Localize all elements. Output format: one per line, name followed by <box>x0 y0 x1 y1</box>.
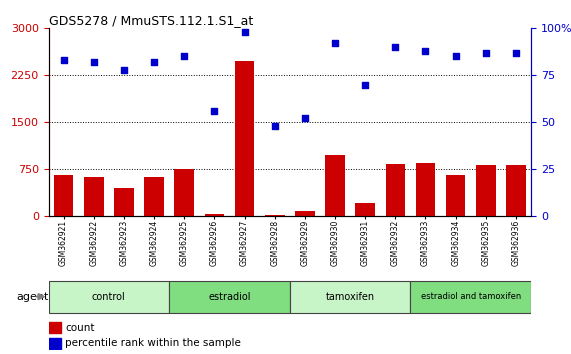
Point <box>512 50 521 56</box>
Point <box>391 44 400 50</box>
Point <box>361 82 370 87</box>
Bar <box>325 155 345 216</box>
Point <box>89 59 98 65</box>
Point <box>59 57 68 63</box>
Point <box>451 53 460 59</box>
Text: control: control <box>92 292 126 302</box>
Text: estradiol: estradiol <box>208 292 251 302</box>
Text: tamoxifen: tamoxifen <box>325 292 375 302</box>
FancyBboxPatch shape <box>49 281 169 313</box>
Point <box>150 59 159 65</box>
Bar <box>54 175 74 216</box>
Point <box>481 50 490 56</box>
Bar <box>385 164 405 216</box>
Bar <box>174 169 194 216</box>
Bar <box>49 322 61 333</box>
Bar <box>476 165 496 216</box>
Bar <box>84 177 103 216</box>
Text: percentile rank within the sample: percentile rank within the sample <box>66 338 242 348</box>
Text: count: count <box>66 322 95 332</box>
Point <box>421 48 430 54</box>
Point <box>119 67 128 73</box>
Point <box>210 108 219 114</box>
FancyBboxPatch shape <box>289 281 411 313</box>
Bar <box>114 188 134 216</box>
Point <box>300 115 309 121</box>
Bar <box>204 214 224 216</box>
Text: agent: agent <box>16 292 49 302</box>
Bar <box>295 211 315 216</box>
Bar <box>265 215 284 216</box>
Bar <box>144 177 164 216</box>
Bar <box>416 164 435 216</box>
Bar <box>506 165 526 216</box>
Point <box>331 40 340 46</box>
FancyBboxPatch shape <box>169 281 289 313</box>
Bar <box>446 175 465 216</box>
Text: GDS5278 / MmuSTS.112.1.S1_at: GDS5278 / MmuSTS.112.1.S1_at <box>49 14 253 27</box>
Point <box>270 123 279 129</box>
FancyBboxPatch shape <box>411 281 531 313</box>
Bar <box>49 338 61 349</box>
Text: estradiol and tamoxifen: estradiol and tamoxifen <box>421 292 521 301</box>
Point <box>240 29 249 35</box>
Bar <box>355 204 375 216</box>
Bar <box>235 61 254 216</box>
Point <box>180 53 189 59</box>
